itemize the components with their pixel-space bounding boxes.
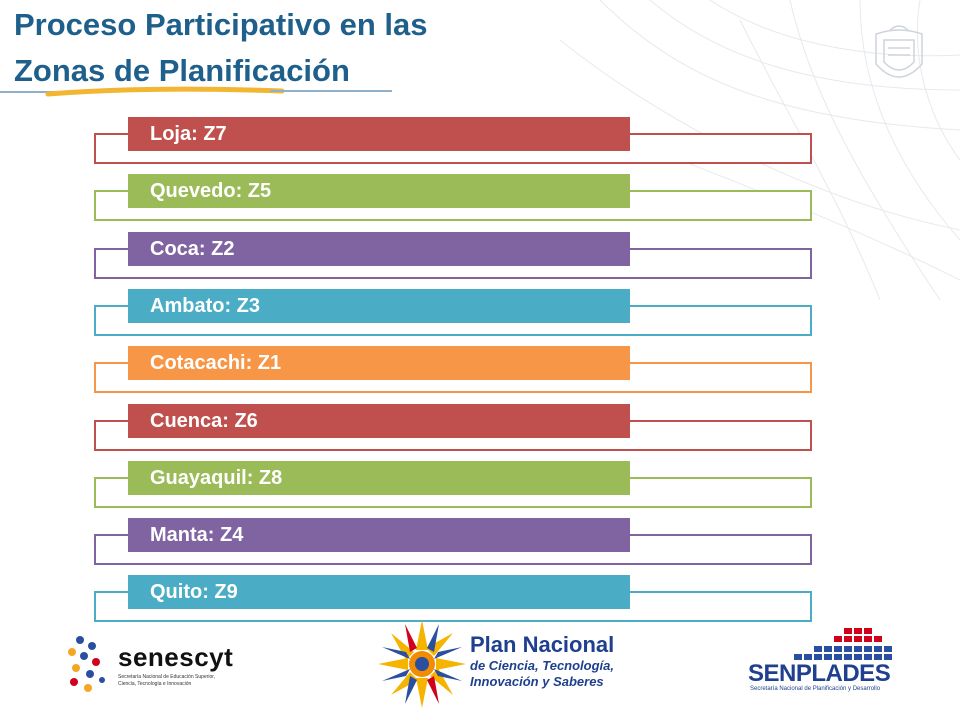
zone-bar: Ambato: Z3 xyxy=(128,289,630,323)
senplades-logo-name: SENPLADES xyxy=(748,660,891,687)
senplades-logo-icon xyxy=(794,628,892,660)
senescyt-logo: senescyt Secretaría Nacional de Educació… xyxy=(62,628,234,698)
zone-bar: Cotacachi: Z1 xyxy=(128,346,630,380)
plan-nacional-sun-icon xyxy=(378,620,466,708)
zone-bar: Quevedo: Z5 xyxy=(128,174,630,208)
zone-bar: Coca: Z2 xyxy=(128,232,630,266)
plan-nacional-line3: Innovación y Saberes xyxy=(470,674,604,689)
zone-bar: Loja: Z7 xyxy=(128,117,630,151)
zone-list: Loja: Z7 Quevedo: Z5 Coca: Z2 Ambato: Z3 Cot… xyxy=(94,117,812,622)
zone-bar: Cuenca: Z6 xyxy=(128,404,630,438)
senescyt-logo-subtitle-2: Ciencia, Tecnología e Innovación xyxy=(118,681,192,687)
senescyt-logo-icon xyxy=(68,636,105,692)
plan-nacional-line1: Plan Nacional xyxy=(470,632,615,657)
senescyt-logo-subtitle-1: Secretaría Nacional de Educación Superio… xyxy=(118,674,216,680)
zone-bar: Manta: Z4 xyxy=(128,518,630,552)
page-title: Proceso Participativo en las Zonas de Pl… xyxy=(14,2,428,94)
senplades-logo: SENPLADES Secretaría Nacional de Planifi… xyxy=(748,624,898,694)
page-title-line1: Proceso Participativo en las xyxy=(14,7,428,42)
zone-bar: Quito: Z9 xyxy=(128,575,630,609)
page-title-line2: Zonas de Planificación xyxy=(14,53,350,88)
senplades-logo-subtitle: Secretaría Nacional de Planificación y D… xyxy=(750,686,881,692)
plan-nacional-logo: Plan Nacional de Ciencia, Tecnología, In… xyxy=(376,618,616,708)
title-underline xyxy=(0,86,392,97)
plan-nacional-line2: de Ciencia, Tecnología, xyxy=(470,658,614,673)
ecuador-crest-icon xyxy=(875,25,923,78)
senescyt-logo-name: senescyt xyxy=(118,642,234,672)
zone-bar: Guayaquil: Z8 xyxy=(128,461,630,495)
